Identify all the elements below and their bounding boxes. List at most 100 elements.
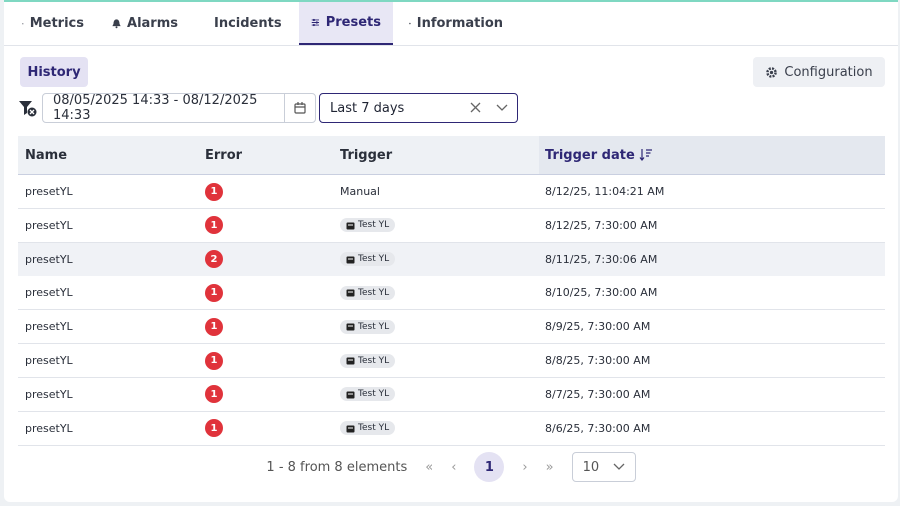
trigger-chip: Test YL xyxy=(340,421,396,436)
name-cell: presetYL xyxy=(25,185,73,198)
column-header-label: Trigger xyxy=(340,147,393,163)
trigger-text: Manual xyxy=(340,185,380,198)
trigger-date-cell: 8/7/25, 7:30:00 AM xyxy=(545,387,651,401)
schedule-icon xyxy=(346,256,355,264)
column-header-label: Trigger date xyxy=(545,147,635,163)
trigger-cell: Test YL xyxy=(340,310,396,343)
tab[interactable]: Incidents xyxy=(196,2,293,45)
gear-icon xyxy=(766,66,778,78)
trigger-date-cell: 8/9/25, 7:30:00 AM xyxy=(545,320,651,334)
first-page[interactable]: « xyxy=(425,459,434,475)
trigger-cell: Test YL xyxy=(340,378,396,411)
table-row[interactable] xyxy=(18,276,885,311)
tab[interactable]: Information xyxy=(397,2,515,45)
column-header[interactable]: Trigger xyxy=(340,136,392,174)
trigger-chip: Test YL xyxy=(340,387,396,402)
error-badge: 1 xyxy=(205,385,223,404)
error-cell: 1 xyxy=(205,209,223,242)
trigger-text: Test YL xyxy=(358,220,390,231)
page-size: 10 xyxy=(582,459,600,475)
trigger-date-cell: 8/10/25, 7:30:00 AM xyxy=(545,286,658,300)
trigger-date-cell: 8/6/25, 7:30:00 AM xyxy=(545,421,651,435)
tab[interactable]: Alarms xyxy=(100,2,190,45)
column-header-label: Name xyxy=(25,147,68,163)
name-cell: presetYL xyxy=(25,320,73,334)
history-button[interactable]: History xyxy=(20,57,88,87)
name-cell: presetYL xyxy=(25,387,73,401)
configuration-button[interactable]: Configuration xyxy=(753,57,885,87)
schedule-icon xyxy=(346,425,355,433)
trigger-chip: Test YL xyxy=(340,353,396,368)
column-header-label: Error xyxy=(205,147,243,163)
schedule-icon xyxy=(346,222,355,230)
error-badge: 2 xyxy=(205,250,223,269)
trigger-date-cell: 8/8/25, 7:30:00 AM xyxy=(545,354,651,367)
last-page[interactable]: » xyxy=(545,459,554,475)
name-cell: presetYL xyxy=(25,286,73,300)
table-row[interactable] xyxy=(18,344,885,378)
name-cell: presetYL xyxy=(25,252,73,266)
previous-page[interactable]: ‹ xyxy=(451,459,457,475)
tab-label: Information xyxy=(416,16,503,31)
select-controls xyxy=(470,102,508,113)
tab[interactable]: Presets xyxy=(299,2,393,45)
trigger-chip: Test YL xyxy=(340,252,396,267)
error-badge: 1 xyxy=(205,317,223,336)
name-cell: presetYL xyxy=(25,354,73,367)
column-header[interactable]: Error xyxy=(205,136,242,174)
configuration-label: Configuration xyxy=(784,64,873,80)
tab-icon xyxy=(409,22,411,25)
period-text: Last 7 days xyxy=(330,100,405,116)
trigger-text: Test YL xyxy=(358,355,390,366)
error-cell: 1 xyxy=(205,175,223,208)
error-cell: 1 xyxy=(205,310,223,343)
name-cell: presetYL xyxy=(25,218,73,232)
tab-label: Incidents xyxy=(214,16,282,31)
tab-label: Presets xyxy=(325,15,381,30)
date-range-input[interactable]: 08/05/2025 14:33 - 08/12/2025 14:33 xyxy=(42,93,316,123)
sort-icon xyxy=(639,149,652,161)
tab-icon xyxy=(311,18,320,27)
page-size-select[interactable]: 10 xyxy=(571,452,636,482)
tab-label: Alarms xyxy=(127,16,178,31)
table-row[interactable] xyxy=(18,242,885,277)
trigger-text: Test YL xyxy=(358,287,390,298)
trigger-cell: Test YL xyxy=(340,209,396,242)
table-row[interactable] xyxy=(18,175,885,209)
error-cell: 2 xyxy=(205,243,223,276)
error-badge: 1 xyxy=(205,182,223,201)
period-select[interactable]: Last 7 days xyxy=(319,93,518,123)
table-row[interactable] xyxy=(18,377,885,412)
calendar-button[interactable] xyxy=(284,94,315,122)
sorted-column-header xyxy=(539,136,885,174)
trigger-chip: Test YL xyxy=(340,319,396,334)
tab-icon xyxy=(22,22,24,25)
trigger-cell: Test YL xyxy=(340,412,396,445)
column-header[interactable]: Trigger date xyxy=(545,136,653,174)
tab[interactable]: Metrics xyxy=(10,2,96,45)
trigger-cell: Manual xyxy=(340,175,380,208)
error-cell: 1 xyxy=(205,412,223,445)
current-page[interactable]: 1 xyxy=(474,452,505,482)
table-row[interactable] xyxy=(18,310,885,345)
error-cell: 1 xyxy=(205,378,223,411)
chevron xyxy=(613,463,625,470)
column-header[interactable]: Name xyxy=(25,136,67,174)
trigger-date-cell: 8/11/25, 7:30:06 AM xyxy=(545,252,658,266)
error-cell: 1 xyxy=(205,276,223,309)
table-row[interactable] xyxy=(18,208,885,243)
filter-clear-icon[interactable] xyxy=(18,100,38,118)
next-page[interactable]: › xyxy=(522,459,528,475)
tab-bar: Metrics Alarms Incidents Presets Information xyxy=(4,2,898,46)
schedule-icon xyxy=(346,323,355,331)
schedule-icon xyxy=(346,289,355,297)
panel: Metrics Alarms Incidents Presets Information… xyxy=(4,0,898,502)
table-row[interactable] xyxy=(18,411,885,446)
schedule-icon xyxy=(346,391,355,399)
error-badge: 1 xyxy=(205,351,223,370)
trigger-date-cell: 8/12/25, 11:04:21 AM xyxy=(545,185,665,198)
pagination: 1 - 8 from 8 elements « ‹ 1 › » 10 xyxy=(4,450,898,484)
trigger-text: Test YL xyxy=(358,389,390,400)
trigger-chip: Test YL xyxy=(340,218,396,233)
